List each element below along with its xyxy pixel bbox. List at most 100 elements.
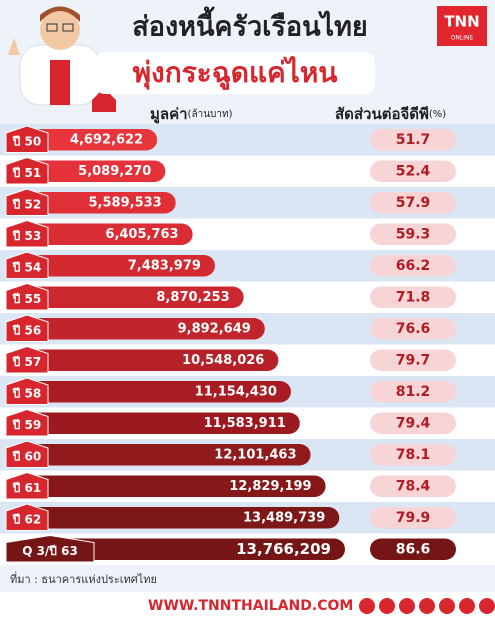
rows: 4,692,622 ปี 50 51.7 5,089,270 ปี 51 52.4 5,58… <box>0 124 495 565</box>
ratio-pill <box>370 192 456 214</box>
category-tag <box>5 534 95 563</box>
bar <box>20 444 311 466</box>
ratio-pill <box>370 255 456 277</box>
subtitle-box <box>95 52 375 94</box>
bar <box>20 192 176 214</box>
logo-sub: ONLINE <box>451 35 474 42</box>
subtitle: พุ่งกระฉูดแค่ไหน <box>133 56 338 90</box>
bar-label: 8,870,253 <box>156 290 229 305</box>
category-tag <box>5 125 49 153</box>
ratio-label: 57.9 <box>396 195 431 211</box>
title: ส่องหนี้ครัวเรือนไทย <box>132 6 367 43</box>
bar <box>20 160 166 182</box>
footer: WWW.TNNTHAILAND.COM <box>148 598 353 614</box>
ratio-label: 52.4 <box>396 163 431 179</box>
ratio-pill <box>370 538 456 560</box>
bar <box>20 223 193 245</box>
category-label: ปี 57 <box>12 355 41 369</box>
category-tag <box>5 345 49 374</box>
category-label: ปี 56 <box>12 323 41 337</box>
category-label: ปี 60 <box>12 449 41 463</box>
social-icons <box>359 598 495 614</box>
ratio-label: 86.6 <box>396 541 431 557</box>
bar <box>20 412 300 434</box>
bar <box>20 381 291 403</box>
ratio-label: 51.7 <box>396 132 431 148</box>
column-header: มูลค่า(ล้านบาท) <box>150 105 233 124</box>
category-label: ปี 51 <box>12 166 41 180</box>
category-label: Q 3/ปี 63 <box>22 544 78 558</box>
ratio-pill <box>370 381 456 403</box>
ratio-pill <box>370 129 456 151</box>
ratio-pill <box>370 223 456 245</box>
column-name: สัดส่วนต่อจีดีพี <box>335 105 429 123</box>
bar-label: 7,483,979 <box>128 258 201 273</box>
bar-label: 4,692,622 <box>70 132 143 147</box>
category-tag <box>5 408 49 437</box>
category-tag <box>5 156 49 185</box>
source: ที่มา : ธนาคารแห่งประเทศไทย <box>10 571 157 586</box>
category-label: ปี 59 <box>12 418 41 432</box>
category-label: ปี 55 <box>12 292 41 306</box>
bar-label: 5,589,533 <box>89 195 162 210</box>
ratio-pill <box>370 412 456 434</box>
bar-label: 12,101,463 <box>214 447 296 462</box>
ratio-label: 76.6 <box>396 321 431 337</box>
category-tag <box>5 440 49 468</box>
ratio-label: 66.2 <box>396 258 431 274</box>
bar-label: 12,829,199 <box>229 479 311 494</box>
column-name: มูลค่า <box>150 105 188 124</box>
ratio-label: 81.2 <box>396 384 431 400</box>
bar <box>20 349 279 371</box>
ratio-label: 59.3 <box>396 226 431 242</box>
category-tag <box>5 314 49 342</box>
category-label: ปี 53 <box>12 229 41 243</box>
bar <box>20 255 215 277</box>
ratio-label: 71.8 <box>396 289 431 305</box>
bar-label: 13,766,209 <box>236 540 331 558</box>
bar-label: 9,892,649 <box>178 321 251 336</box>
bar-label: 5,089,270 <box>78 164 151 179</box>
column-header: สัดส่วนต่อจีดีพี(%) <box>335 105 446 123</box>
bar <box>20 286 244 308</box>
bar <box>20 318 265 340</box>
bar-label: 13,489,739 <box>243 510 325 525</box>
category-label: ปี 50 <box>12 134 41 148</box>
bar-label: 6,405,763 <box>105 227 178 242</box>
ratio-pill <box>370 444 456 466</box>
logo: TNN <box>444 13 479 31</box>
bar <box>20 538 345 560</box>
ratio-pill <box>370 475 456 497</box>
category-tag <box>5 503 49 531</box>
ratio-label: 79.9 <box>396 510 431 526</box>
ratio-pill <box>370 160 456 182</box>
ratio-pill <box>370 318 456 340</box>
category-tag <box>5 251 49 279</box>
bar-label: 10,548,026 <box>182 353 264 368</box>
category-tag <box>5 471 49 500</box>
category-label: ปี 62 <box>12 512 41 526</box>
category-label: ปี 58 <box>12 386 41 400</box>
bar <box>20 475 326 497</box>
ratio-label: 79.4 <box>396 415 431 431</box>
category-tag <box>5 377 49 405</box>
category-label: ปี 54 <box>12 260 41 274</box>
category-tag <box>5 219 49 248</box>
bar <box>20 129 158 151</box>
bar-label: 11,154,430 <box>195 384 277 399</box>
logo-box <box>437 6 487 46</box>
bar-label: 11,583,911 <box>204 416 286 431</box>
ratio-label: 78.1 <box>396 447 431 463</box>
column-unit: (%) <box>429 109 446 120</box>
ratio-pill <box>370 507 456 529</box>
ratio-label: 78.4 <box>396 478 431 494</box>
bar <box>20 507 340 529</box>
ratio-pill <box>370 349 456 371</box>
category-label: ปี 61 <box>12 481 41 495</box>
category-tag <box>5 188 49 216</box>
category-label: ปี 52 <box>12 197 41 211</box>
ratio-label: 79.7 <box>396 352 431 368</box>
column-unit: (ล้านบาท) <box>188 108 233 120</box>
